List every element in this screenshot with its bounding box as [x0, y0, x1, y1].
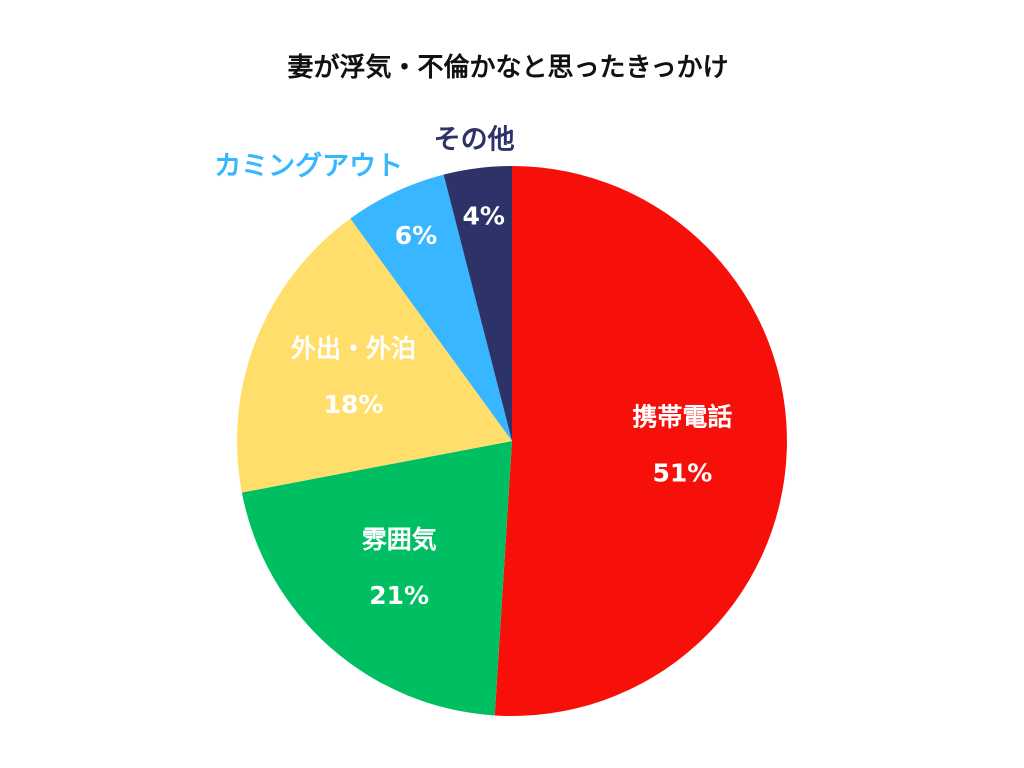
slice-3: [236, 218, 512, 493]
slice-label-3: 外出・外泊: [291, 334, 416, 363]
slice-4: [350, 174, 512, 441]
slice-label-1: 携帯電話: [632, 402, 732, 431]
slice-value-2: 21%: [369, 581, 429, 610]
pie-slices: [236, 166, 787, 716]
slice-label-2: 雰囲気: [362, 525, 437, 554]
slice-label-5: その他: [434, 124, 515, 155]
slice-2: [241, 441, 512, 716]
slice-value-3: 18%: [324, 390, 384, 419]
slice-label-4: カミングアウト: [214, 150, 403, 182]
pie-labels: 携帯電話 51% 雰囲気 21% 外出・外泊 18% 6% カミングアウト 4% その他: [214, 124, 732, 610]
slice-value-4: 6%: [395, 221, 437, 250]
slice-value-1: 51%: [652, 458, 712, 487]
slice-1: [494, 166, 787, 716]
slice-value-5: 4%: [462, 201, 504, 230]
chart-title: 妻が浮気・不倫かなと思ったきっかけ: [288, 52, 729, 83]
slice-5: [443, 166, 512, 441]
